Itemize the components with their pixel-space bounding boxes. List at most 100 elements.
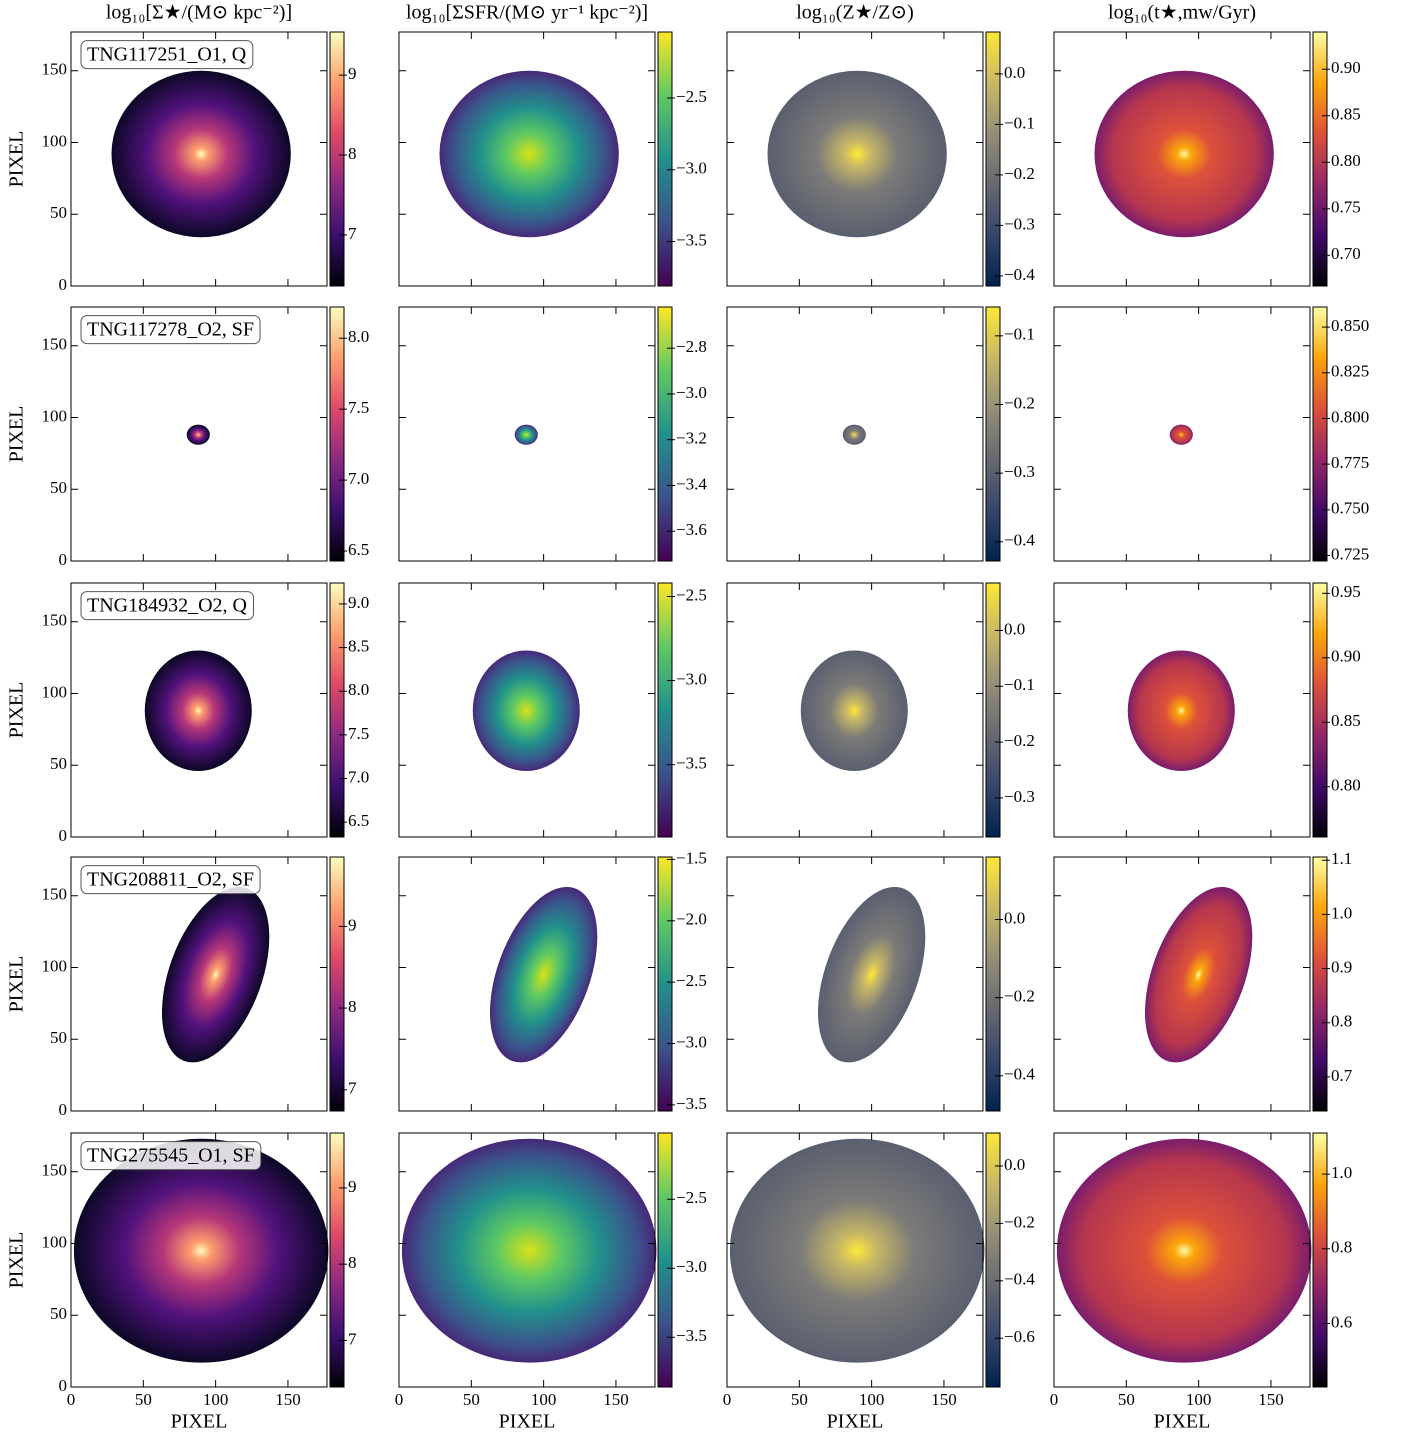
colorbar — [657, 1132, 673, 1388]
y-tick-label: 100 — [42, 1232, 68, 1251]
colorbar-tick-label: −1.5 — [676, 848, 707, 867]
x-axis-label: PIXEL — [499, 1411, 556, 1433]
column-title: log₁₀[ΣSFR/(M⊙ yr⁻¹ kpc⁻²)] — [406, 2, 648, 24]
colorbar-tick-label: 1.1 — [1331, 849, 1352, 868]
colorbar-tick-label: 0.8 — [1331, 1238, 1352, 1257]
y-axis-label: PIXEL — [6, 1232, 28, 1289]
colorbar-tick-label: −0.2 — [1004, 1212, 1035, 1231]
colorbar-tick-label: −3.0 — [676, 1032, 707, 1051]
colorbar-tick-label: 0.9 — [1331, 957, 1352, 976]
colorbar-tick-label: −3.4 — [676, 474, 707, 493]
x-tick-label: 0 — [1050, 1390, 1059, 1409]
colorbar-tick-label: 1.0 — [1331, 1163, 1352, 1182]
colorbar — [985, 31, 1001, 287]
colorbar-tick-label: 8.0 — [348, 680, 369, 699]
galaxy-map — [729, 1138, 985, 1363]
colorbar-tick-label: −3.2 — [676, 429, 707, 448]
colorbar-tick-label: −0.2 — [1004, 393, 1035, 412]
axes-frame — [70, 856, 328, 1112]
colorbar-tick-label: 8 — [348, 1253, 357, 1272]
axes-frame — [1053, 582, 1311, 838]
panel: −3.6 −3.4 −3.2 −3.0 −2.8 — [398, 306, 707, 562]
colorbar-tick-label: 1.0 — [1331, 903, 1352, 922]
colorbar-tick-label: −0.2 — [1004, 987, 1035, 1006]
galaxy-map — [1144, 886, 1253, 1063]
colorbar-tick-label: 9 — [348, 915, 357, 934]
y-tick-label: 0 — [59, 550, 68, 569]
colorbar-tick-label: 7.5 — [348, 398, 369, 417]
colorbar-tick-label: −3.6 — [676, 520, 707, 539]
x-tick-label: 100 — [1186, 1390, 1212, 1409]
colorbar-tick-label: 8.0 — [348, 327, 369, 346]
colorbar-tick-label: −0.2 — [1004, 731, 1035, 750]
x-tick-label: 150 — [1258, 1390, 1284, 1409]
colorbar-tick-label: 0.90 — [1331, 58, 1361, 77]
x-tick-label: 0 — [67, 1390, 76, 1409]
colorbar — [329, 1132, 345, 1388]
axes-frame — [70, 582, 328, 838]
galaxy-map — [439, 70, 619, 238]
colorbar-tick-label: −2.5 — [676, 1188, 707, 1207]
colorbar-tick-label: −0.3 — [1004, 787, 1035, 806]
axes-frame — [726, 306, 984, 562]
colorbar-tick-label: −2.0 — [676, 910, 707, 929]
colorbar-tick-label: 0.850 — [1331, 316, 1369, 335]
y-tick-label: 100 — [42, 406, 68, 425]
panel: 0 50 100 150 6.5 7.0 7.5 8.0 8.5 9.0 — [42, 582, 369, 845]
x-tick-label: 100 — [531, 1390, 557, 1409]
colorbar-tick-label: 0.825 — [1331, 362, 1369, 381]
colorbar-tick-label: −0.1 — [1004, 325, 1035, 344]
colorbar-tick-label: 0.6 — [1331, 1312, 1352, 1331]
axes-frame — [398, 1132, 656, 1388]
y-tick-label: 0 — [59, 1376, 68, 1395]
panel: 0.80 0.85 0.90 0.95 — [1053, 582, 1361, 838]
colorbar — [329, 31, 345, 287]
axes-frame — [398, 31, 656, 287]
colorbar-tick-label: 0.0 — [1004, 908, 1025, 927]
colorbar — [657, 582, 673, 838]
column-title: log₁₀(Z★/Z⊙) — [796, 2, 914, 24]
row-label: TNG117278_O2, SF — [87, 319, 254, 341]
colorbar-tick-label: 7 — [348, 224, 357, 243]
panel: −0.4 −0.3 −0.2 −0.1 — [726, 306, 1035, 562]
panel: 0.7 0.8 0.9 1.0 1.1 — [1053, 849, 1353, 1112]
y-tick-label: 100 — [42, 682, 68, 701]
colorbar-tick-label: −2.5 — [676, 971, 707, 990]
colorbar-tick-label: 7.0 — [348, 469, 369, 488]
colorbar-tick-label: 0.95 — [1331, 582, 1361, 601]
axes-frame — [70, 31, 328, 287]
y-tick-label: 50 — [50, 1304, 67, 1323]
colorbar-tick-label: 0.0 — [1004, 63, 1025, 82]
colorbar — [985, 582, 1001, 838]
colorbar-tick-label: −3.5 — [676, 754, 707, 773]
colorbar-tick-label: −3.0 — [676, 383, 707, 402]
galaxy-map — [1056, 1138, 1312, 1363]
galaxy-map — [111, 70, 291, 238]
colorbar — [1312, 31, 1328, 287]
colorbar — [985, 856, 1001, 1112]
galaxy-map — [401, 1138, 657, 1363]
row-label: TNG184932_O2, Q — [87, 595, 248, 617]
x-tick-label: 50 — [1118, 1390, 1135, 1409]
colorbar-tick-label: 6.5 — [348, 811, 369, 830]
galaxy-map — [144, 650, 252, 771]
panel: 0 50 100 150 6.5 7.0 7.5 8.0 — [42, 306, 369, 569]
axes-frame — [1053, 31, 1311, 287]
panel: −3.5 −3.0 −2.5 −2.0 −1.5 — [398, 848, 707, 1113]
axes-frame — [1053, 1132, 1311, 1388]
colorbar-tick-label: −0.2 — [1004, 164, 1035, 183]
panel: −3.5 −3.0 −2.5 — [398, 31, 707, 287]
colorbar-tick-label: 0.0 — [1004, 619, 1025, 638]
colorbar-tick-label: 0.800 — [1331, 407, 1369, 426]
colorbar-tick-label: 0.0 — [1004, 1155, 1025, 1174]
y-axis-label: PIXEL — [6, 682, 28, 739]
axes-frame — [398, 582, 656, 838]
y-tick-label: 100 — [42, 956, 68, 975]
colorbar — [657, 306, 673, 562]
colorbar-tick-label: −0.4 — [1004, 1065, 1035, 1084]
colorbar-tick-label: 0.8 — [1331, 1012, 1352, 1031]
x-tick-label: 50 — [463, 1390, 480, 1409]
colorbar-tick-label: −2.8 — [676, 337, 707, 356]
x-tick-label: 150 — [931, 1390, 957, 1409]
colorbar-tick-label: 9.0 — [348, 593, 369, 612]
